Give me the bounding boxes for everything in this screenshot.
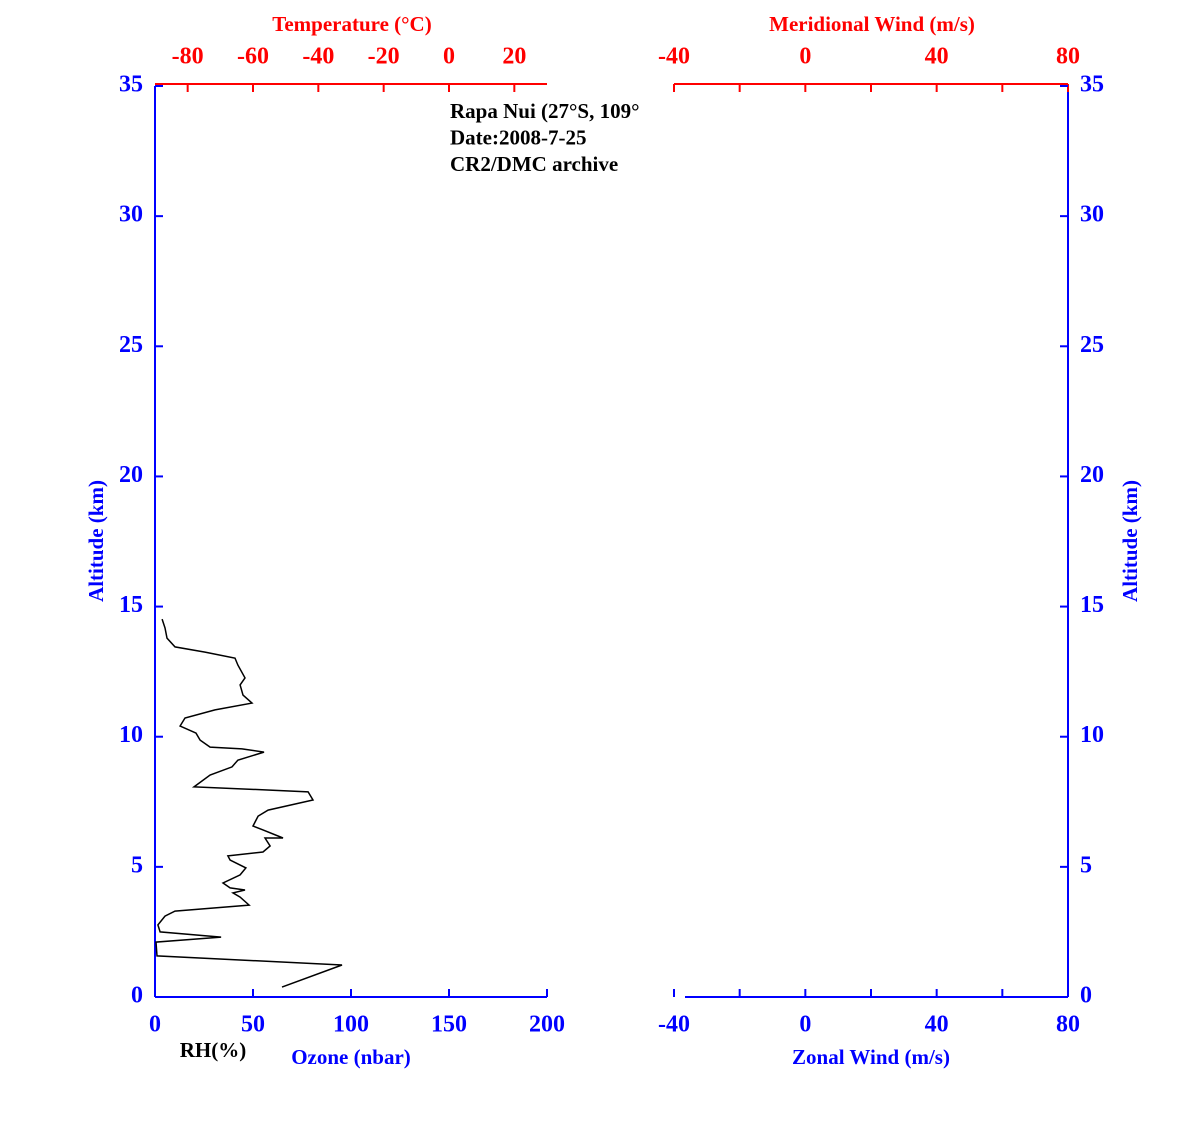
x-axis-title: Zonal Wind (m/s) <box>792 1045 950 1069</box>
y-tick-label: 10 <box>1080 722 1104 748</box>
x2-tick-label: -80 <box>172 44 204 70</box>
profile-line <box>155 618 343 988</box>
y-axis-title: Altitude (km) <box>1118 480 1142 602</box>
x2-axis-title: Temperature (°C) <box>272 12 431 36</box>
x-tick-label: 0 <box>149 1012 161 1038</box>
y-tick-label: 5 <box>131 852 143 878</box>
x-tick-label: 100 <box>333 1012 369 1038</box>
y-axis-title: Altitude (km) <box>84 480 108 602</box>
x-axis-title-2: RH(%) <box>180 1038 247 1062</box>
y-tick-label: 10 <box>119 722 143 748</box>
x-tick-label: 0 <box>799 1012 811 1038</box>
y-tick-label: 20 <box>1080 462 1104 488</box>
y-tick-label: 30 <box>1080 202 1104 228</box>
x-tick-label: 150 <box>431 1012 467 1038</box>
x2-tick-label: 0 <box>443 44 455 70</box>
x2-tick-label: -60 <box>237 44 269 70</box>
annotation: Date:2008-7-25 <box>450 125 586 149</box>
x-tick-label: 50 <box>241 1012 265 1038</box>
x2-tick-label: 0 <box>799 44 811 70</box>
y-tick-label: 35 <box>119 72 143 98</box>
y-tick-label: 0 <box>1080 983 1092 1009</box>
y-tick-label: 0 <box>131 983 143 1009</box>
y-tick-label: 15 <box>119 592 143 618</box>
y-tick-label: 25 <box>1080 332 1104 358</box>
x2-tick-label: 80 <box>1056 44 1080 70</box>
y-tick-label: 30 <box>119 202 143 228</box>
x2-axis-title: Meridional Wind (m/s) <box>769 12 975 36</box>
x2-tick-label: -40 <box>302 44 334 70</box>
x-tick-label: -40 <box>658 1012 690 1038</box>
y-tick-label: 35 <box>1080 72 1104 98</box>
x-tick-label: 200 <box>529 1012 565 1038</box>
x2-tick-label: -20 <box>368 44 400 70</box>
y-tick-label: 15 <box>1080 592 1104 618</box>
x2-tick-label: 20 <box>502 44 526 70</box>
x-tick-label: 40 <box>925 1012 949 1038</box>
y-tick-label: 25 <box>119 332 143 358</box>
y-tick-label: 20 <box>119 462 143 488</box>
x-tick-label: 80 <box>1056 1012 1080 1038</box>
annotation: Rapa Nui (27°S, 109° <box>450 99 640 123</box>
annotation: CR2/DMC archive <box>450 152 618 176</box>
x-axis-title: Ozone (nbar) <box>291 1045 411 1069</box>
x2-tick-label: -40 <box>658 44 690 70</box>
y-tick-label: 5 <box>1080 852 1092 878</box>
x2-tick-label: 40 <box>925 44 949 70</box>
